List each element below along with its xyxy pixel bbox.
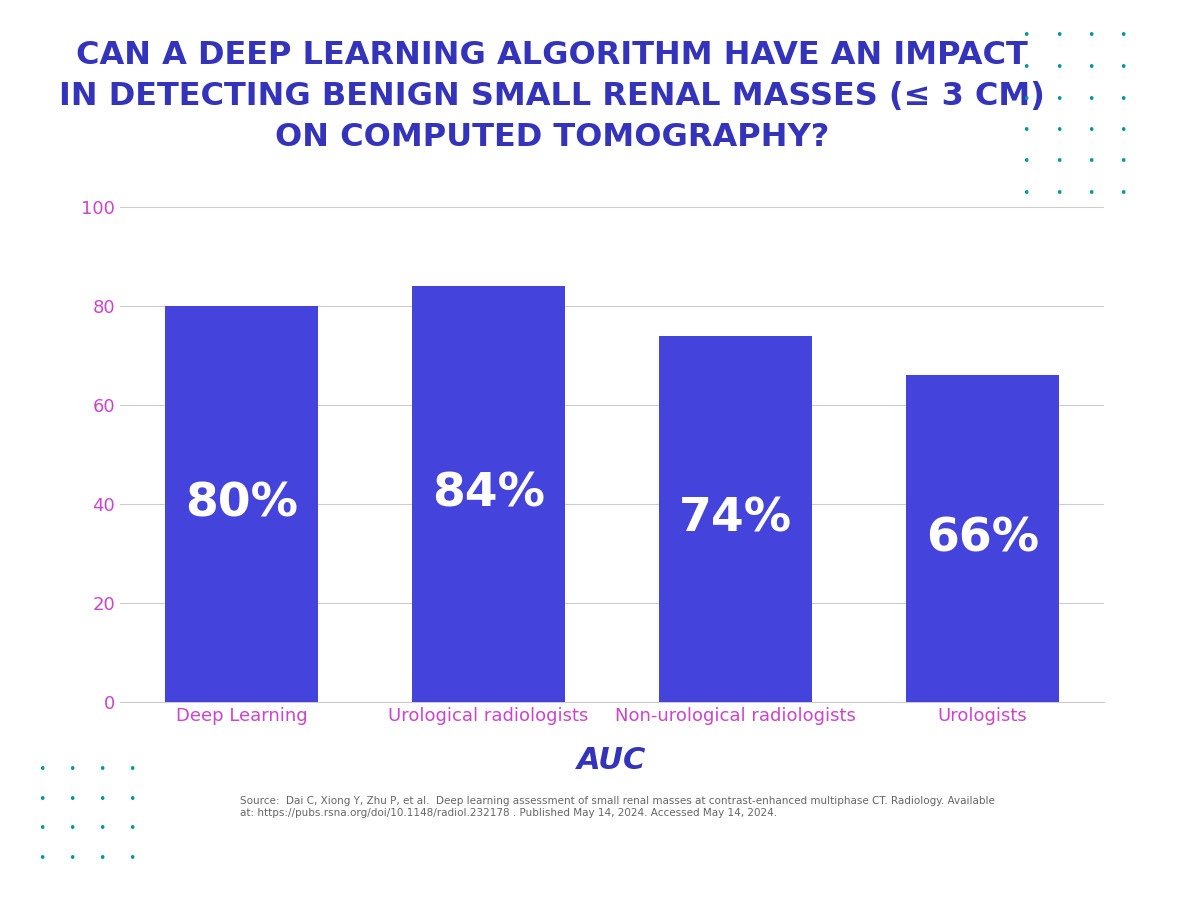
Text: •: •	[1087, 93, 1094, 105]
Bar	[412, 286, 565, 702]
Text: •: •	[98, 793, 106, 806]
Text: •: •	[1055, 124, 1062, 137]
Text: •: •	[1055, 61, 1062, 74]
Text: •: •	[38, 823, 46, 835]
Text: •: •	[68, 823, 76, 835]
Text: •: •	[1120, 93, 1127, 105]
Text: •: •	[1087, 187, 1094, 200]
Text: •: •	[128, 823, 136, 835]
Text: •: •	[98, 852, 106, 865]
Text: •: •	[38, 852, 46, 865]
Text: •: •	[1022, 124, 1030, 137]
Text: •: •	[1022, 30, 1030, 42]
Text: •: •	[128, 793, 136, 806]
Text: Source:  Dai C, Xiong Y, Zhu P, et al.  Deep learning assessment of small renal : Source: Dai C, Xiong Y, Zhu P, et al. De…	[240, 796, 995, 818]
Text: •: •	[1055, 30, 1062, 42]
Text: •: •	[1022, 187, 1030, 200]
Text: •: •	[98, 763, 106, 776]
Text: •: •	[1087, 61, 1094, 74]
Text: •: •	[1055, 93, 1062, 105]
Text: •: •	[68, 763, 76, 776]
Text: •: •	[1087, 124, 1094, 137]
Text: •: •	[1022, 156, 1030, 168]
Text: •: •	[38, 763, 46, 776]
Text: •: •	[1087, 156, 1094, 168]
Text: •: •	[68, 793, 76, 806]
Text: •: •	[128, 852, 136, 865]
Text: •: •	[68, 852, 76, 865]
Text: •: •	[1120, 156, 1127, 168]
Text: •: •	[1087, 30, 1094, 42]
Bar	[906, 375, 1060, 702]
Text: •: •	[1055, 187, 1062, 200]
Text: •: •	[128, 763, 136, 776]
Text: 74%: 74%	[679, 497, 792, 542]
Bar	[659, 336, 812, 702]
Text: •: •	[1120, 61, 1127, 74]
Text: AUC: AUC	[577, 746, 647, 775]
Text: •: •	[1055, 156, 1062, 168]
Text: •: •	[1022, 61, 1030, 74]
Text: CAN A DEEP LEARNING ALGORITHM HAVE AN IMPACT
IN DETECTING BENIGN SMALL RENAL MAS: CAN A DEEP LEARNING ALGORITHM HAVE AN IM…	[59, 40, 1045, 153]
Bar	[164, 306, 318, 702]
Text: •: •	[98, 823, 106, 835]
Text: •: •	[38, 793, 46, 806]
Text: •: •	[1120, 30, 1127, 42]
Text: •: •	[1022, 93, 1030, 105]
Text: •: •	[1120, 124, 1127, 137]
Text: 80%: 80%	[185, 482, 298, 526]
Text: 66%: 66%	[926, 516, 1039, 562]
Text: •: •	[1120, 187, 1127, 200]
Text: 84%: 84%	[432, 472, 545, 517]
